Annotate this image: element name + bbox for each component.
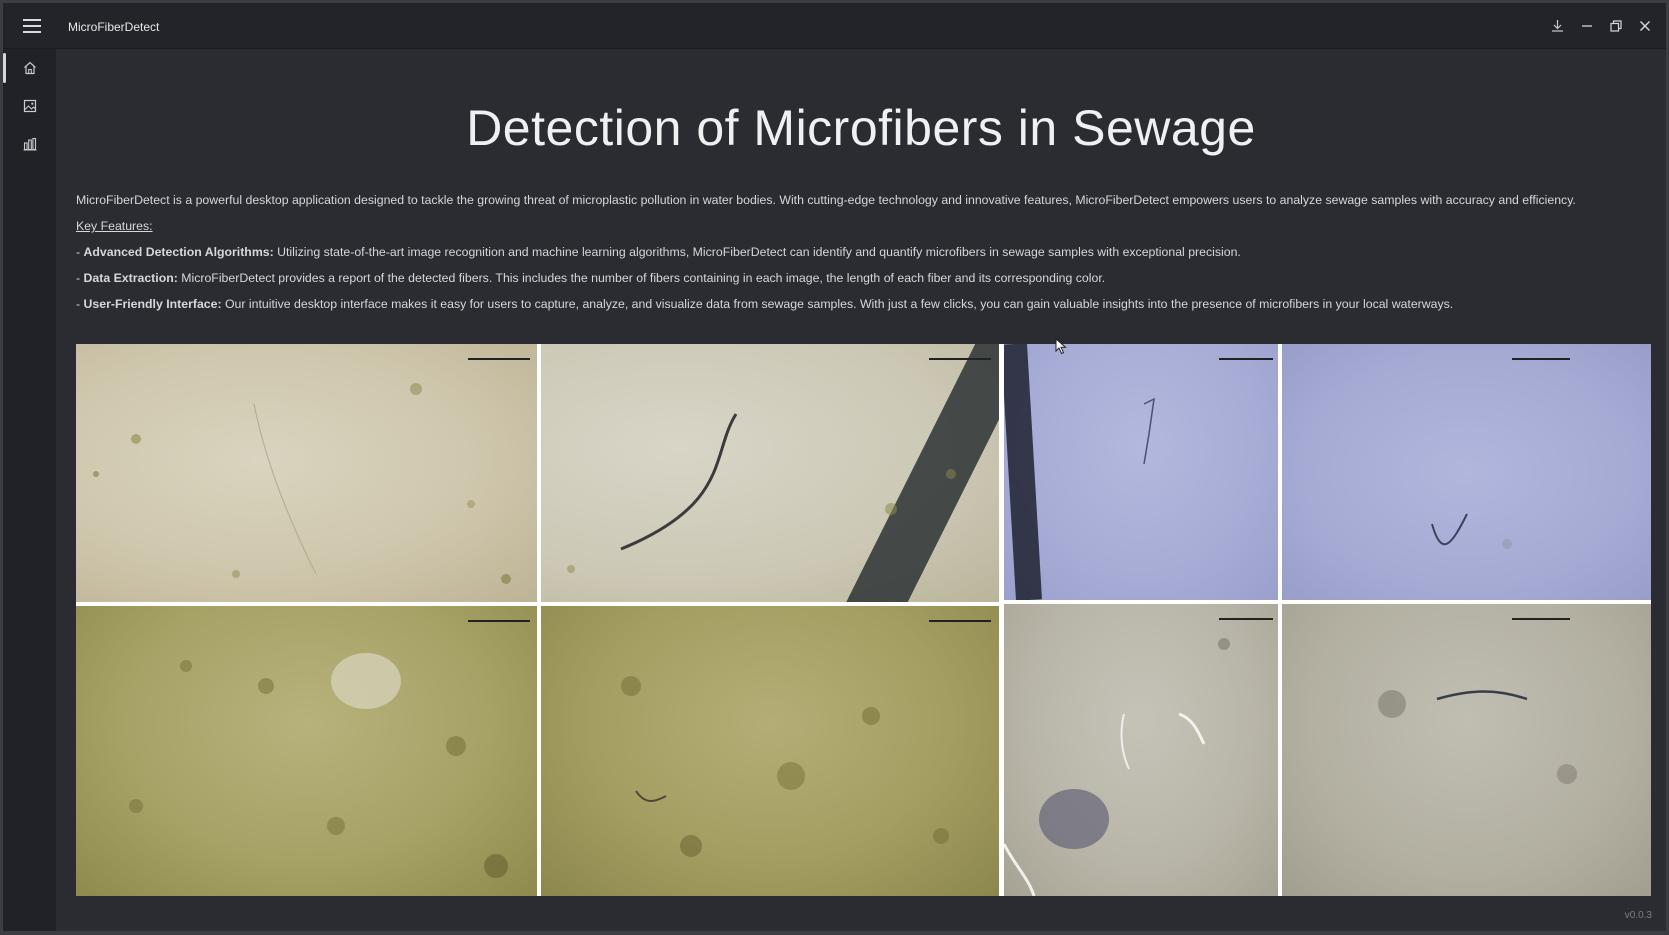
bar-chart-icon (23, 137, 36, 151)
restore-icon (1609, 19, 1622, 32)
sidebar-item-home[interactable] (3, 49, 56, 87)
main-content: Detection of Microfibers in Sewage Micro… (56, 49, 1666, 931)
home-icon (23, 61, 36, 75)
sample-image (541, 606, 999, 896)
feature-item: - Advanced Detection Algorithms: Utilizi… (76, 245, 1241, 259)
sidebar-item-images[interactable] (3, 87, 56, 125)
key-features-heading: Key Features: (76, 219, 153, 233)
restore-button[interactable] (1602, 12, 1629, 39)
sample-image (1282, 344, 1651, 600)
sample-image (1004, 604, 1278, 896)
download-icon (1552, 20, 1563, 32)
sample-image (1282, 604, 1651, 896)
sample-image (1004, 344, 1278, 600)
description-block: MicroFiberDetect is a powerful desktop a… (76, 192, 1642, 322)
hamburger-menu-button[interactable] (15, 12, 49, 40)
close-icon (1639, 20, 1650, 31)
title-bar: MicroFiberDetect (3, 3, 1666, 49)
sample-image-gallery (76, 344, 1651, 896)
sidebar-item-charts[interactable] (3, 125, 56, 163)
page-title: Detection of Microfibers in Sewage (466, 100, 1256, 156)
sample-image (541, 344, 999, 602)
sidebar-nav (3, 49, 56, 931)
image-icon (23, 99, 36, 113)
version-label: v0.0.3 (1624, 910, 1652, 921)
hamburger-menu-icon (23, 19, 41, 33)
sample-image (76, 606, 537, 896)
minimize-icon (1581, 24, 1592, 27)
app-window: MicroFiberDetect (3, 3, 1666, 931)
minimize-button[interactable] (1573, 12, 1600, 39)
download-button[interactable] (1544, 12, 1571, 39)
sample-image (76, 344, 537, 602)
feature-item: - User-Friendly Interface: Our intuitive… (76, 297, 1454, 311)
intro-paragraph: MicroFiberDetect is a powerful desktop a… (76, 193, 1576, 207)
feature-item: - Data Extraction: MicroFiberDetect prov… (76, 271, 1106, 285)
close-button[interactable] (1631, 12, 1658, 39)
app-title: MicroFiberDetect (68, 20, 160, 34)
mouse-cursor-icon (1055, 338, 1067, 355)
window-controls (1544, 12, 1658, 39)
